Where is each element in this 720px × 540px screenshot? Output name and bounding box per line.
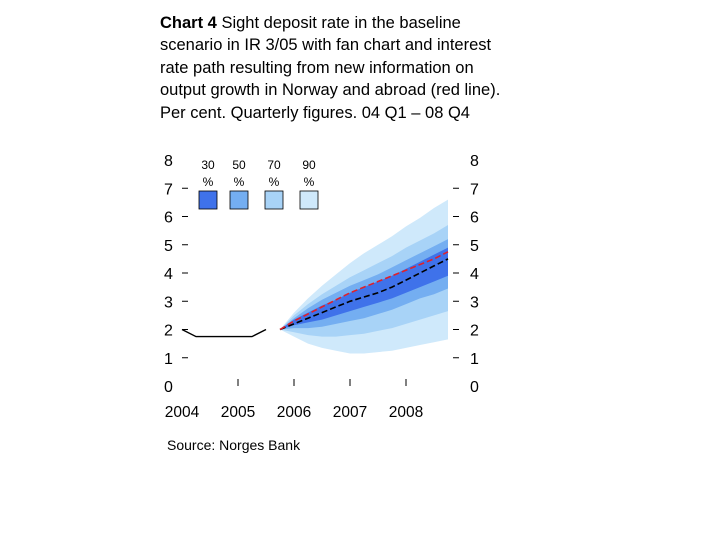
y-tick-label-right: 1 (470, 351, 479, 368)
y-tick-label-left: 2 (164, 323, 173, 340)
y-tick-label-right: 4 (470, 266, 479, 283)
x-tick-label: 2006 (277, 404, 311, 421)
y-tick-label-left: 3 (164, 294, 173, 311)
y-tick-label-right: 3 (470, 294, 479, 311)
legend-swatch-50 (229, 190, 249, 210)
legend-label: 30 (201, 158, 215, 172)
legend-label-unit: % (203, 175, 214, 189)
x-tick-label: 2007 (333, 404, 367, 421)
chart-legend: 30% 50% 70% 90% (198, 158, 319, 210)
fan-bands (280, 199, 448, 354)
rate-lines (181, 251, 449, 338)
legend-swatch-90 (299, 190, 319, 210)
y-tick-label-right: 5 (470, 238, 479, 255)
x-tick-label: 2005 (221, 404, 255, 421)
legend-swatch-70 (264, 190, 284, 210)
y-tick-label-left: 8 (164, 153, 173, 170)
y-tick-label-right: 2 (470, 323, 479, 340)
legend-label: 50 (232, 158, 246, 172)
y-tick-label-left: 5 (164, 238, 173, 255)
chart-title: Chart 4 Sight deposit rate in the baseli… (160, 12, 520, 124)
red-rate-path (279, 251, 449, 331)
legend-label: 90 (302, 158, 316, 172)
legend-label-unit: % (234, 175, 245, 189)
legend-swatch-30 (198, 190, 218, 210)
history-line (181, 328, 267, 338)
y-tick-label-left: 1 (164, 351, 173, 368)
source-note: Source: Norges Bank (167, 437, 301, 453)
y-tick-label-right: 6 (470, 210, 479, 227)
y-tick-label-right: 7 (470, 181, 479, 198)
legend-label: 70 (267, 158, 281, 172)
chart-axes: 0 0 1 1 2 2 3 3 4 4 5 5 6 6 7 7 8 8 2004 2005 2006 2007 2008 (164, 153, 479, 421)
y-tick-label-left: 4 (164, 266, 173, 283)
x-tick-label: 2008 (389, 404, 423, 421)
x-tick-label: 2004 (165, 404, 200, 421)
y-tick-label-right: 0 (470, 379, 479, 396)
y-tick-label-left: 7 (164, 181, 173, 198)
y-tick-label-right: 8 (470, 153, 479, 170)
legend-label-unit: % (304, 175, 315, 189)
y-tick-label-left: 6 (164, 210, 173, 227)
chart-title-text: Sight deposit rate in the baseline scena… (160, 14, 501, 122)
y-tick-label-left: 0 (164, 379, 173, 396)
legend-label-unit: % (269, 175, 280, 189)
fan-band-30 (280, 247, 448, 330)
chart-number: Chart 4 (160, 14, 217, 32)
baseline-path (279, 258, 449, 331)
